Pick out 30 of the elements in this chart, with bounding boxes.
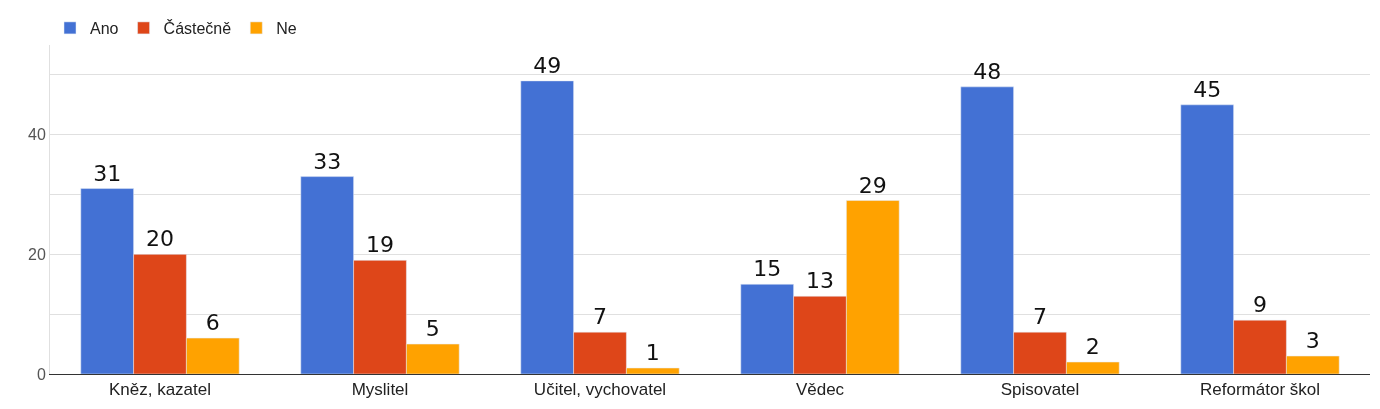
data-label: 7	[593, 304, 607, 330]
legend-label: Ne	[276, 20, 297, 38]
data-label: 33	[313, 148, 342, 174]
data-label: 15	[753, 256, 782, 282]
data-label: 45	[1193, 76, 1222, 102]
y-tick-label: 0	[36, 365, 46, 383]
data-label: 5	[425, 316, 440, 342]
legend-label: Ano	[90, 20, 119, 38]
x-tick-label: Učitel, vychovatel	[533, 380, 667, 400]
x-tick-label: Vědec	[795, 380, 845, 400]
y-tick-label: 20	[28, 245, 46, 263]
y-tick-label: 40	[28, 126, 46, 144]
x-tick-label: Kněz, kazatel	[108, 380, 212, 400]
x-tick-label: Spisovatel	[1000, 380, 1080, 400]
x-tick-label: Myslitel	[351, 380, 409, 400]
data-label: 31	[93, 160, 122, 186]
data-label: 7	[1033, 304, 1047, 330]
data-label: 48	[973, 58, 1002, 84]
x-tick-label: Reformátor škol	[1200, 380, 1320, 400]
data-label: 6	[205, 310, 220, 336]
data-label: 13	[806, 268, 834, 294]
data-label: 2	[1085, 334, 1100, 360]
data-label: 9	[1253, 292, 1267, 318]
data-label: 49	[533, 52, 562, 78]
legend-label: Částečně	[163, 19, 232, 38]
data-label: 1	[645, 340, 660, 366]
data-label: 3	[1305, 328, 1320, 354]
data-label: 29	[858, 172, 887, 198]
data-label: 20	[146, 226, 174, 252]
data-label: 19	[366, 232, 394, 258]
